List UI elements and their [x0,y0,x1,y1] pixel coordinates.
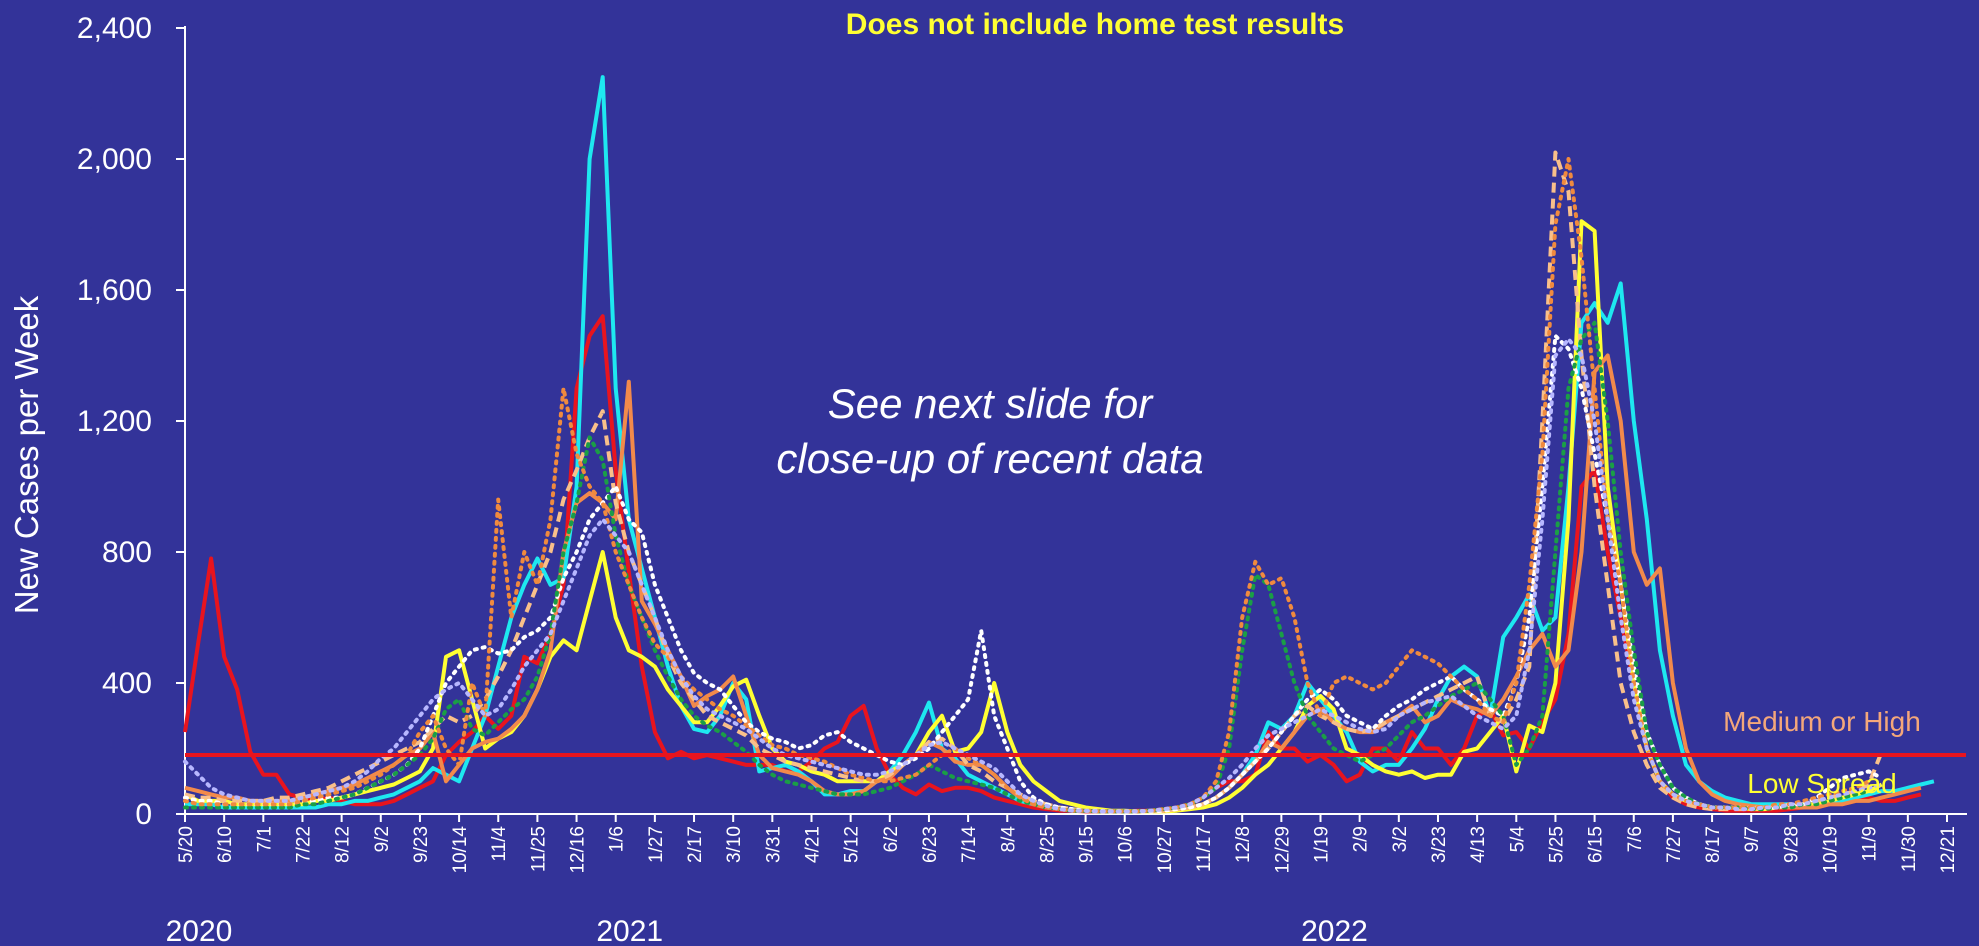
x-tick-label: 7/1 [254,826,275,852]
x-tick-label: 7/14 [959,826,980,863]
x-tick-label: 8/4 [998,826,1019,853]
x-tick-label: 2/17 [685,826,706,863]
x-tick-label: 11/30 [1899,826,1920,872]
x-tick-label: 11/25 [528,826,549,872]
x-tick-label: 9/15 [1077,826,1098,863]
series-line-8 [183,157,1871,814]
y-tick-label: 800 [102,536,152,569]
y-tick-label: 1,600 [77,274,152,307]
x-tick-label: 9/28 [1781,826,1802,863]
x-tick-label: 7/6 [1625,826,1646,852]
x-tick-label: 9/23 [411,826,432,863]
x-tick-label: 9/2 [372,826,393,852]
x-tick-label: 3/2 [1390,826,1411,852]
x-tick-label: 3/31 [763,826,784,863]
year-label: 2021 [596,915,663,946]
x-tick-label: 8/17 [1703,826,1724,863]
x-tick-label: 12/16 [568,826,589,874]
x-tick-label: 12/21 [1938,826,1959,874]
x-tick-label: 6/15 [1586,826,1607,863]
x-tick-label: 6/10 [215,826,236,863]
x-tick-label: 1/27 [646,826,667,863]
axes [184,26,1967,815]
annotation-line-2: close-up of recent data [776,435,1203,482]
y-tick-label: 400 [102,667,152,700]
x-tick-label: 4/21 [802,826,823,863]
x-tick-label: 3/23 [1429,826,1450,863]
y-tick-label: 0 [135,798,152,831]
series-line-9 [183,337,1884,814]
chart-title: Does not include home test results [846,8,1344,41]
x-tick-label: 5/25 [1546,826,1567,863]
series-layer [183,75,1935,814]
medium-or-high-label: Medium or High [1723,706,1921,737]
x-tick-label: 12/29 [1272,826,1293,874]
y-tick-label: 2,400 [77,12,152,45]
x-tick-label: 6/23 [920,826,941,863]
x-tick-label: 8/12 [333,826,354,863]
low-spread-label: Low Spread [1747,768,1896,799]
year-label: 2022 [1301,915,1368,946]
x-tick-label: 10/6 [1116,826,1137,863]
year-labels: 2020 2021 2022 [166,915,1368,946]
x-tick-label: 12/8 [1233,826,1254,863]
y-tick-label: 2,000 [77,143,152,176]
x-tick-label: 7/27 [1664,826,1685,863]
y-axis-ticks: 0 400 800 1,200 1,600 2,000 2,400 [77,12,185,831]
year-label: 2020 [166,915,233,946]
x-tick-label: 1/6 [607,826,628,852]
y-tick-label: 1,200 [77,405,152,438]
x-tick-label: 8/25 [1037,826,1058,863]
y-axis-label: New Cases per Week [8,295,45,614]
x-tick-label: 10/19 [1821,826,1842,874]
x-tick-label: 1/19 [1312,826,1333,863]
x-tick-label: 5/4 [1507,826,1528,853]
series-line-6 [183,333,1884,814]
x-tick-label: 7/22 [293,826,314,863]
x-tick-label: 9/7 [1742,826,1763,852]
x-tick-label: 11/17 [1194,826,1215,872]
series-line-3 [184,219,1883,814]
x-tick-label: 11/9 [1860,826,1881,862]
x-tick-label: 11/4 [489,826,510,862]
x-tick-label: 4/13 [1468,826,1489,863]
x-tick-label: 3/10 [724,826,745,863]
x-tick-label: 5/12 [842,826,863,863]
x-tick-label: 6/2 [881,826,902,852]
x-tick-label: 5/20 [176,826,197,863]
x-tick-label: 2/9 [1351,826,1372,852]
x-tick-label: 10/27 [1155,826,1176,874]
x-tick-label: 10/14 [450,826,471,874]
x-axis-ticks: 5/20 6/10 7/1 7/22 8/12 9/2 9/23 10/14 11/4 11/25… [176,814,1959,874]
annotation-line-1: See next slide for [828,380,1155,427]
